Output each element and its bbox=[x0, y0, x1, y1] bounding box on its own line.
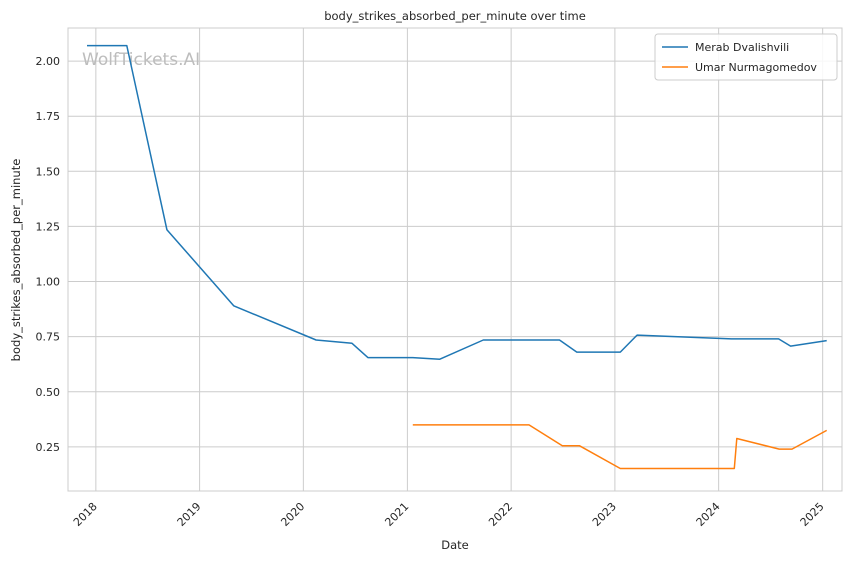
x-tick-label: 2023 bbox=[590, 500, 619, 529]
y-tick-label: 1.00 bbox=[36, 276, 61, 289]
data-point bbox=[439, 358, 441, 360]
watermark: WolfTickets.AI bbox=[82, 50, 200, 70]
x-tick-label: 2025 bbox=[798, 500, 827, 529]
y-tick-label: 0.50 bbox=[36, 386, 61, 399]
y-axis-title: body_strikes_absorbed_per_minute bbox=[9, 159, 23, 362]
data-point bbox=[778, 338, 780, 340]
x-tick-label: 2020 bbox=[278, 500, 307, 529]
x-tick-label: 2022 bbox=[486, 500, 515, 529]
x-tick-label: 2018 bbox=[71, 500, 100, 529]
x-tick-label: 2024 bbox=[694, 500, 723, 529]
x-axis-title: Date bbox=[441, 538, 469, 552]
data-point bbox=[619, 351, 621, 353]
data-point bbox=[579, 445, 581, 447]
legend-label-merab: Merab Dvalishvili bbox=[695, 41, 789, 54]
data-point bbox=[562, 445, 564, 447]
series-line-1 bbox=[412, 424, 828, 470]
data-point bbox=[736, 438, 738, 440]
x-tick-label: 2021 bbox=[382, 500, 411, 529]
data-point bbox=[367, 357, 369, 359]
data-point bbox=[351, 342, 353, 344]
data-point bbox=[733, 468, 735, 470]
plot-frame bbox=[67, 27, 843, 492]
data-point bbox=[166, 229, 168, 231]
chart-title: body_strikes_absorbed_per_minute over ti… bbox=[324, 9, 586, 23]
legend: Merab Dvalishvili Umar Nurmagomedov bbox=[654, 33, 838, 81]
data-point bbox=[233, 305, 235, 307]
y-tick-label: 1.75 bbox=[36, 110, 61, 123]
data-point bbox=[826, 430, 828, 432]
data-point bbox=[619, 468, 621, 470]
legend-label-umar: Umar Nurmagomedov bbox=[695, 61, 817, 74]
data-point bbox=[791, 448, 793, 450]
data-point bbox=[559, 339, 561, 341]
data-point bbox=[826, 340, 828, 342]
data-point bbox=[778, 448, 780, 450]
data-point bbox=[528, 424, 530, 426]
series-lines bbox=[86, 44, 828, 470]
grid-lines bbox=[68, 28, 842, 491]
axis-ticks: 2018 2019 2020 2021 2022 2023 2024 2025 0.25 0.50… bbox=[36, 55, 827, 529]
data-point bbox=[315, 339, 317, 341]
data-point bbox=[576, 351, 578, 353]
data-point bbox=[126, 45, 128, 47]
data-point bbox=[636, 334, 638, 336]
y-tick-label: 1.25 bbox=[36, 220, 61, 233]
x-tick-label: 2019 bbox=[175, 500, 204, 529]
y-tick-label: 0.25 bbox=[36, 441, 61, 454]
y-tick-label: 2.00 bbox=[36, 55, 61, 68]
data-point bbox=[86, 45, 88, 47]
data-point bbox=[731, 338, 733, 340]
data-point bbox=[790, 345, 792, 347]
data-point bbox=[412, 424, 414, 426]
data-point bbox=[482, 339, 484, 341]
series-line-0 bbox=[87, 44, 827, 360]
legend-box bbox=[654, 33, 838, 81]
y-tick-label: 0.75 bbox=[36, 331, 61, 344]
data-point bbox=[412, 357, 414, 359]
y-tick-label: 1.50 bbox=[36, 165, 61, 178]
